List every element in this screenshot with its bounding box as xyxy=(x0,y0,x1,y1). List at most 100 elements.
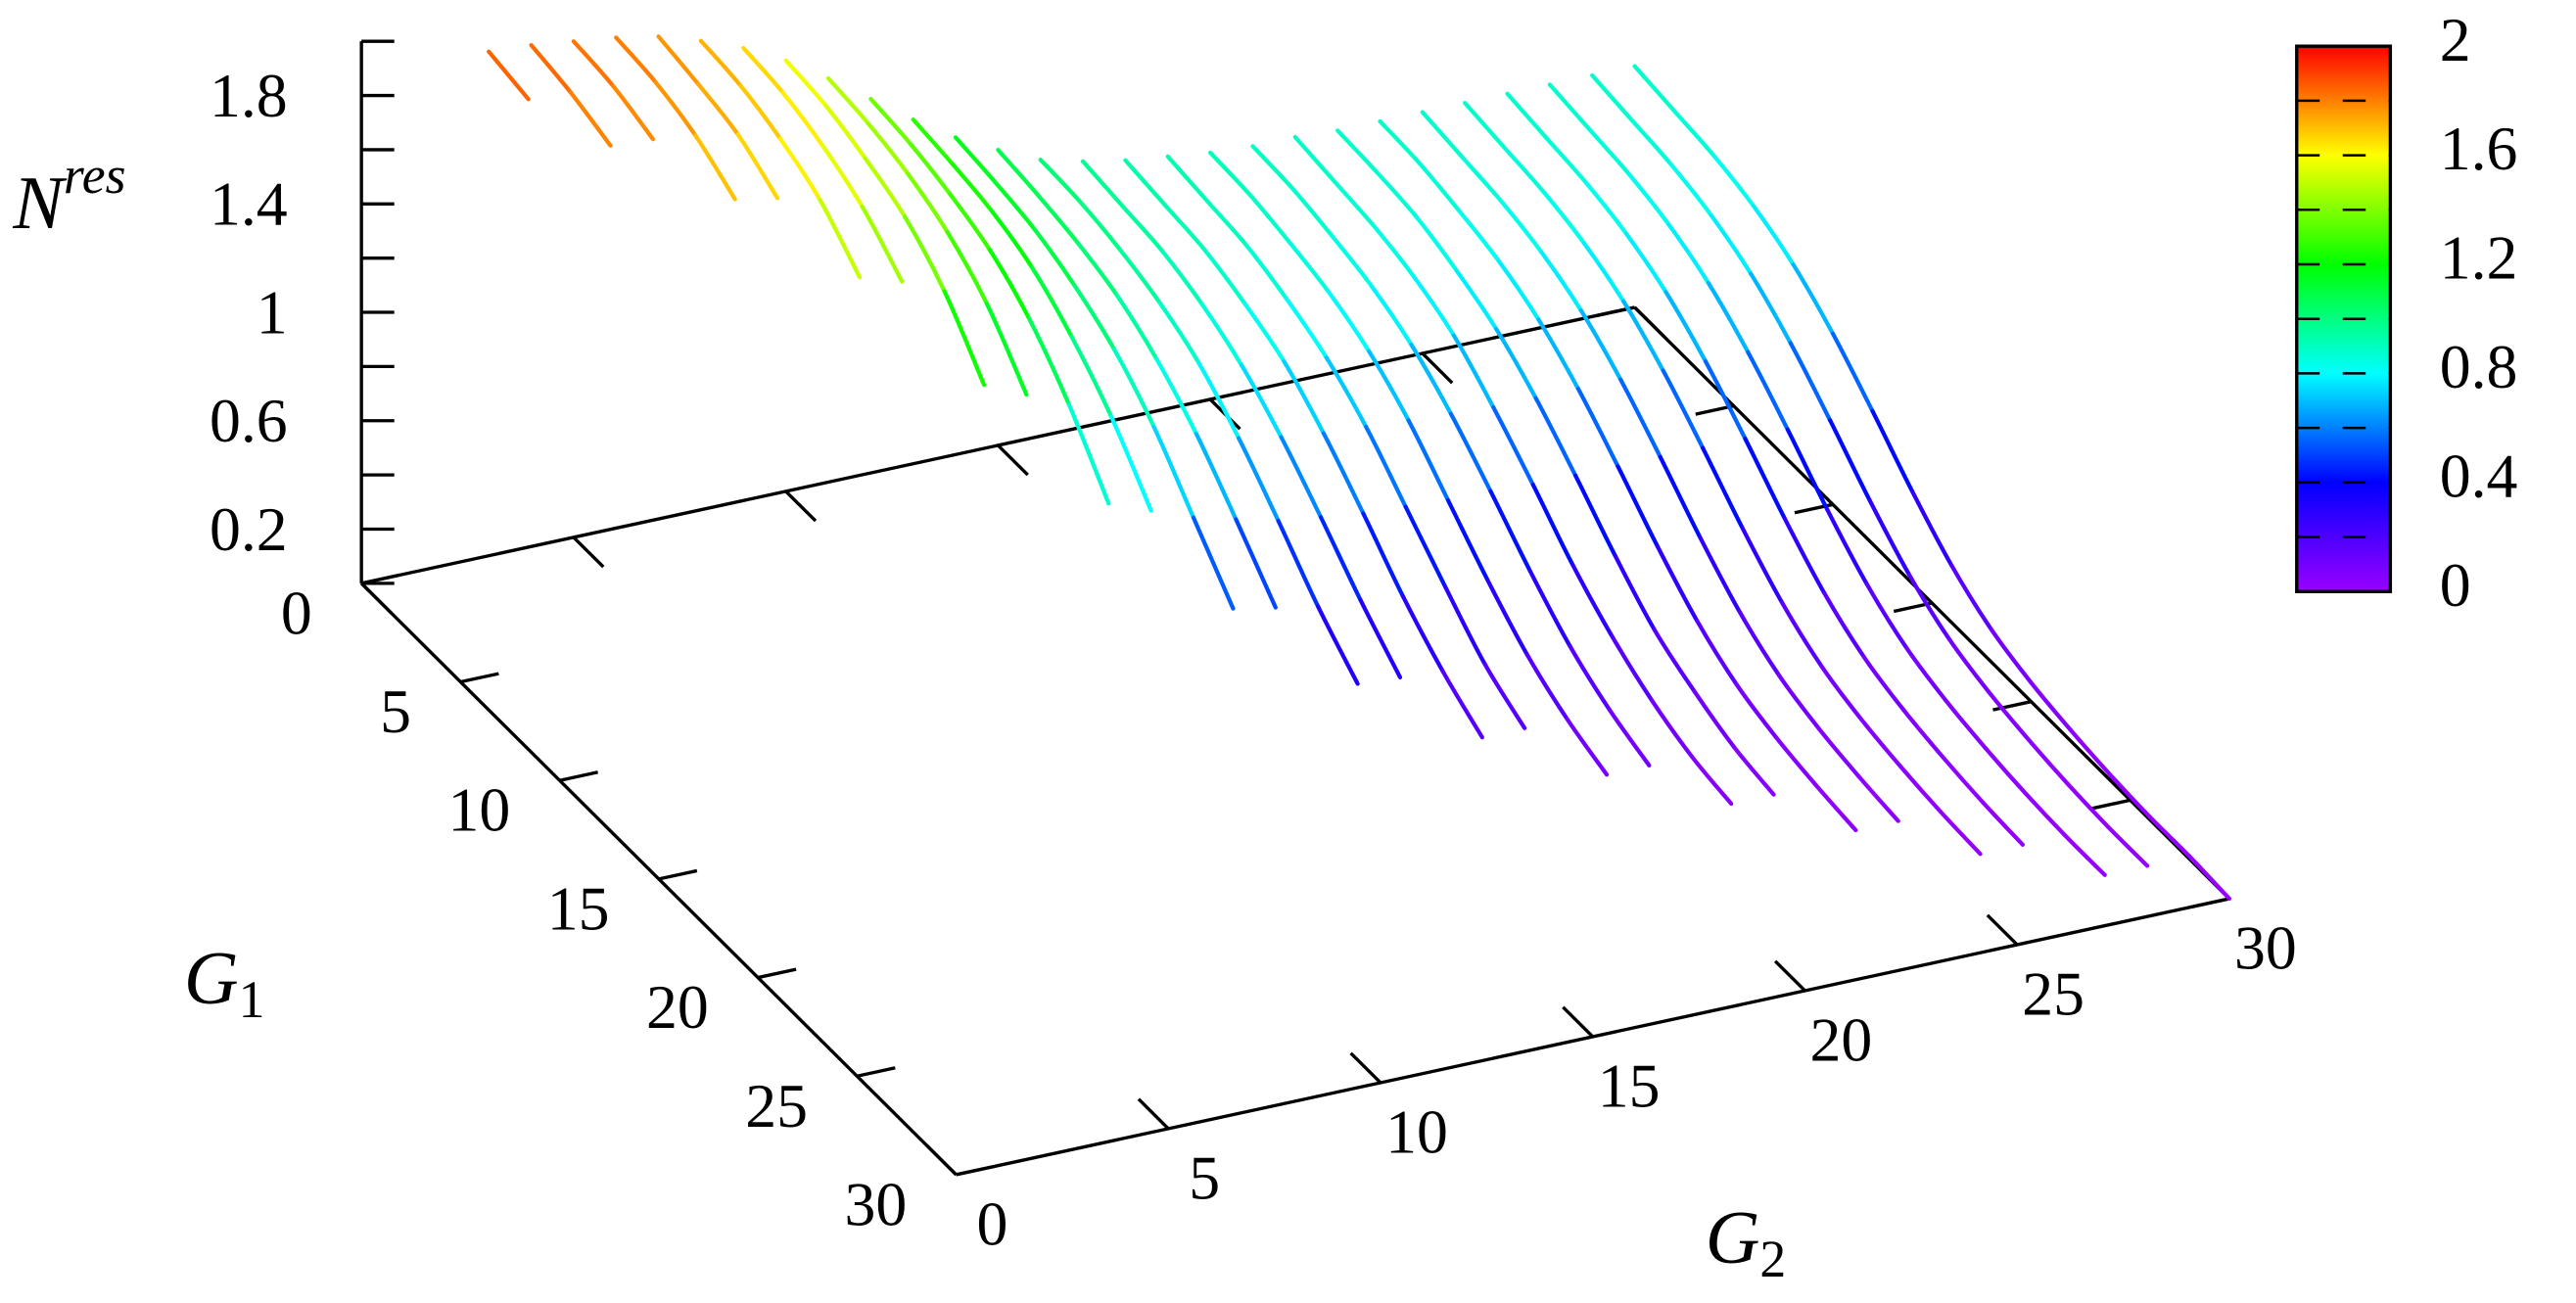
curve-segment xyxy=(818,197,862,280)
curve-segment xyxy=(996,148,1040,198)
x-label-sub: 1 xyxy=(239,970,265,1029)
z-tick-label: 0.6 xyxy=(210,386,288,455)
curve-segment xyxy=(1590,72,1634,122)
y-tick xyxy=(1986,913,2019,947)
curve-segment xyxy=(1737,609,1782,678)
curve-segment xyxy=(1740,526,1785,605)
x-tick-label: 10 xyxy=(448,775,511,845)
z-tick-label: 1.4 xyxy=(210,169,288,239)
curve-segment xyxy=(1669,163,1713,218)
curve-segment xyxy=(1652,628,1697,694)
y-label-base: G xyxy=(1706,1195,1760,1280)
curve-segment xyxy=(1870,408,1915,493)
curve-segment xyxy=(1375,170,1420,220)
curve-segment xyxy=(1626,171,1671,227)
curve-segment xyxy=(1369,284,1414,348)
curve-segment xyxy=(1358,597,1403,679)
curve-segment xyxy=(1287,240,1332,296)
curve-segment xyxy=(1623,231,1668,295)
curve-segment xyxy=(780,90,825,148)
curve-segment xyxy=(1613,553,1658,632)
curve-segment xyxy=(1250,144,1295,191)
curve-segment xyxy=(1661,368,1706,450)
x-tick-label: 0 xyxy=(281,578,312,647)
curve-segment xyxy=(1867,498,1912,578)
curve-segment xyxy=(1080,159,1125,209)
curve-segment xyxy=(1276,519,1321,609)
curve-segment xyxy=(863,156,908,219)
curve-segment xyxy=(823,103,867,161)
curve-segment xyxy=(984,302,1029,397)
curve-segment xyxy=(1572,473,1617,558)
curve-segment xyxy=(1527,569,1572,648)
curve-segment xyxy=(1907,573,1951,641)
y-tick-mirror xyxy=(997,443,1029,477)
curve-segment xyxy=(1502,145,1547,195)
curve-segment xyxy=(1318,515,1363,602)
curve-segment xyxy=(1621,299,1665,373)
colorbar-tick-label: 1.6 xyxy=(2440,114,2518,183)
curve-segment xyxy=(1321,431,1366,516)
curve-segment xyxy=(908,141,953,197)
y-tick-label: 25 xyxy=(2022,959,2084,1029)
x-tick-mirror xyxy=(2091,798,2131,811)
curve-segment xyxy=(1788,341,1833,423)
curve-segment xyxy=(1109,414,1153,513)
curve-segment xyxy=(1239,362,1284,440)
curve-segment xyxy=(1417,161,1462,213)
curve-segment xyxy=(990,209,1035,270)
curve-segment xyxy=(1324,355,1369,430)
colorbar-tick-label: 1.2 xyxy=(2440,223,2518,293)
x-tick-label: 5 xyxy=(380,676,411,746)
curve-segment xyxy=(1445,498,1490,583)
curve-segment xyxy=(783,58,828,108)
curve-segment xyxy=(1692,689,1737,750)
curve-segment xyxy=(1078,200,1122,252)
curve-segment xyxy=(1749,271,1793,346)
curve-segment xyxy=(698,38,743,88)
curve-segment xyxy=(1505,91,1550,141)
curve-segment xyxy=(1533,396,1578,478)
curve-segment xyxy=(1120,204,1165,254)
curve-segment xyxy=(1493,326,1538,400)
curve-segment xyxy=(1581,241,1626,303)
curve-segment xyxy=(1372,224,1417,280)
curve-segment xyxy=(1671,109,1716,159)
colorbar-tick-label: 0.4 xyxy=(2440,441,2518,510)
curve-segment xyxy=(1400,593,1445,674)
curve-segment xyxy=(1035,192,1080,245)
curve-segment xyxy=(902,214,947,294)
curve-segment xyxy=(1111,347,1156,429)
curve-segment xyxy=(1027,316,1071,407)
y-tick xyxy=(1137,1097,1170,1131)
curve-segment xyxy=(1698,535,1742,615)
curve-segment xyxy=(1361,511,1405,599)
curve-segment xyxy=(1530,483,1575,568)
curve-segment xyxy=(1898,765,1944,814)
y-tick-mirror xyxy=(1633,305,1666,339)
curve-segment xyxy=(1289,186,1335,239)
curve-segment xyxy=(1327,290,1372,353)
y-tick-label: 5 xyxy=(1189,1143,1220,1213)
curve-segment xyxy=(1774,735,1819,788)
curve-segment xyxy=(2029,680,2074,732)
curve-segment xyxy=(1496,258,1541,322)
curve-segment xyxy=(1658,454,1703,539)
curve-segment xyxy=(1194,431,1239,522)
curve-segment xyxy=(653,80,698,138)
curve-segment xyxy=(1785,427,1830,512)
curve-segment xyxy=(1463,101,1507,151)
curve-segment xyxy=(2063,833,2107,877)
curve-segment xyxy=(1864,582,1909,651)
curve-segment xyxy=(1709,212,1754,276)
curve-segment xyxy=(1292,134,1337,184)
curve-segment xyxy=(1984,746,2028,796)
curve-segment xyxy=(1828,418,1872,503)
curve-segment xyxy=(693,133,737,202)
curve-segment xyxy=(987,247,1032,321)
curve-segment xyxy=(1524,653,1569,721)
curve-segment xyxy=(825,75,870,125)
colorbar-tick-label: 0 xyxy=(2440,550,2471,620)
curve-segment xyxy=(1575,387,1620,469)
curve-segment xyxy=(1734,682,1779,740)
